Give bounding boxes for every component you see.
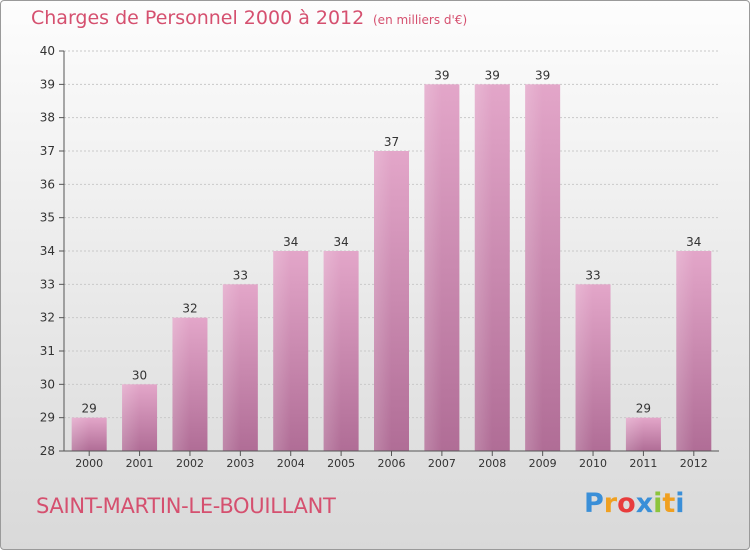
bar-highlight [676,251,694,451]
logo-letter: o [617,488,636,519]
y-tick-label: 35 [40,211,55,225]
logo-letter: t [662,488,676,519]
data-label: 29 [82,402,97,416]
x-tick-label: 2007 [428,457,456,470]
data-label: 37 [384,135,399,149]
bar-highlight [273,251,291,451]
data-label: 39 [434,68,449,82]
x-tick-label: 2005 [327,457,355,470]
x-tick-label: 2004 [277,457,305,470]
chart-subtitle: (en milliers d'€) [373,13,468,27]
bar-highlight [575,284,594,451]
data-label: 33 [233,268,248,282]
x-tick-label: 2010 [579,457,607,470]
bar-highlight [474,84,493,451]
chart-title: Charges de Personnel 2000 à 2012 [31,7,365,29]
bar-highlight [323,251,342,451]
x-tick-label: 2003 [226,457,254,470]
y-tick-label: 39 [40,77,55,91]
commune-name: SAINT-MARTIN-LE-BOUILLANT [36,494,336,518]
x-tick-label: 2009 [529,457,557,470]
y-tick-label: 32 [40,311,55,325]
bar-highlight [222,284,241,451]
y-tick-label: 40 [40,44,55,58]
proxiti-logo: Proxiti [584,488,685,519]
bar-highlight [122,384,140,451]
data-label: 39 [485,68,500,82]
bar-highlight [525,84,543,451]
x-tick-label: 2001 [126,457,154,470]
data-label: 34 [333,235,348,249]
x-tick-label: 2006 [378,457,406,470]
x-tick-label: 2000 [75,457,103,470]
x-tick-label: 2011 [629,457,657,470]
y-tick-label: 31 [40,344,55,358]
bar-highlight [374,151,392,451]
logo-letter: P [584,488,604,519]
data-label: 29 [636,402,651,416]
x-tick-label: 2012 [680,457,708,470]
logo-letter: r [603,488,618,519]
y-tick-label: 30 [40,377,55,391]
data-label: 30 [132,368,147,382]
logo-letter: i [653,488,663,519]
y-tick-label: 28 [40,444,55,458]
x-tick-label: 2002 [176,457,204,470]
bar-highlight [625,417,644,451]
logo-letter: i [675,488,685,519]
data-label: 39 [535,68,550,82]
y-tick-label: 29 [40,411,55,425]
bar-highlight [71,417,90,451]
y-tick-label: 36 [40,177,55,191]
y-tick-label: 37 [40,144,55,158]
bar-highlight [172,317,190,451]
data-label: 34 [283,235,298,249]
y-tick-label: 38 [40,111,55,125]
data-label: 32 [182,302,197,316]
data-label: 34 [686,235,701,249]
data-label: 33 [585,268,600,282]
logo-letter: x [635,488,654,519]
x-tick-label: 2008 [478,457,506,470]
y-tick-label: 33 [40,277,55,291]
y-tick-label: 34 [40,244,55,258]
bar-highlight [424,84,442,451]
